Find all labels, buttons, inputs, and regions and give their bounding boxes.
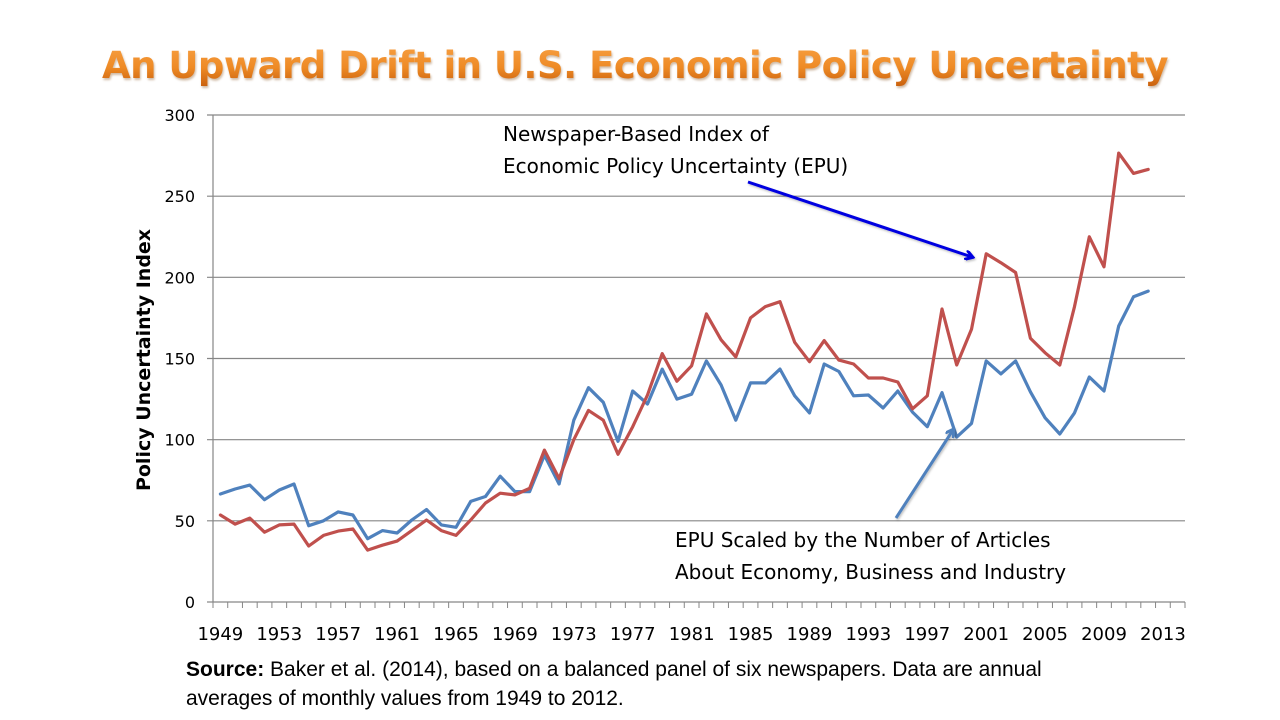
- arrow-scaled-icon: [894, 430, 953, 519]
- x-tick-label: 2005: [1022, 624, 1068, 645]
- x-tick-label: 1961: [374, 624, 420, 645]
- x-tick-label: 1977: [610, 624, 656, 645]
- y-tick-label: 100: [164, 431, 195, 450]
- y-tick-labels: 0 50 100 150 200 250 300: [164, 106, 195, 612]
- arrow-epu-icon: [747, 180, 972, 257]
- x-tick-label: 2001: [963, 624, 1009, 645]
- y-axis-title: Policy Uncertainty Index: [133, 229, 155, 491]
- series-line-epu: [218, 151, 1150, 552]
- annotation-scaled-line2: About Economy, Business and Industry: [675, 560, 1067, 584]
- slide-title: An Upward Drift in U.S. Economic Policy …: [0, 44, 1270, 87]
- axes: [212, 115, 1186, 608]
- x-tick-label: 1965: [433, 624, 479, 645]
- x-tick-label: 1989: [787, 624, 833, 645]
- annotation-epu-line1: Newspaper-Based Index of: [503, 122, 769, 146]
- annotation-epu-line2: Economic Policy Uncertainty (EPU): [503, 154, 849, 178]
- x-tick-label: 1957: [315, 624, 361, 645]
- x-tick-label: 2013: [1140, 624, 1186, 645]
- x-tick-label: 1981: [669, 624, 715, 645]
- source-label: Source:: [186, 658, 265, 681]
- y-tick-label: 200: [164, 268, 195, 287]
- y-tick-label: 150: [164, 350, 195, 369]
- x-tick-label: 2009: [1081, 624, 1127, 645]
- x-tick-label: 1993: [845, 624, 891, 645]
- y-tick-label: 0: [185, 593, 195, 612]
- gridlines: [207, 114, 1185, 603]
- source-text: Baker et al. (2014), based on a balanced…: [186, 658, 1042, 710]
- x-tick-labels: 1949 1953 1957 1961 1965 1969 1973 1977 1981 1985…: [197, 624, 1185, 645]
- source-note: Source: Baker et al. (2014), based on a …: [186, 655, 1106, 713]
- series-lines: [218, 151, 1150, 552]
- x-tick-label: 1985: [728, 624, 774, 645]
- x-tick-label: 1949: [197, 624, 243, 645]
- x-tick-label: 1997: [904, 624, 950, 645]
- series-line-scaled: [218, 289, 1150, 541]
- x-tick-label: 1973: [551, 624, 597, 645]
- x-tick-label: 1969: [492, 624, 538, 645]
- y-tick-label: 250: [164, 187, 195, 206]
- y-tick-label: 50: [175, 512, 195, 531]
- annotation-scaled: EPU Scaled by the Number of Articles Abo…: [675, 524, 1066, 588]
- annotation-scaled-line1: EPU Scaled by the Number of Articles: [675, 528, 1051, 552]
- annotation-epu: Newspaper-Based Index of Economic Policy…: [503, 118, 848, 182]
- x-tick-label: 1953: [256, 624, 302, 645]
- y-tick-label: 300: [164, 106, 195, 125]
